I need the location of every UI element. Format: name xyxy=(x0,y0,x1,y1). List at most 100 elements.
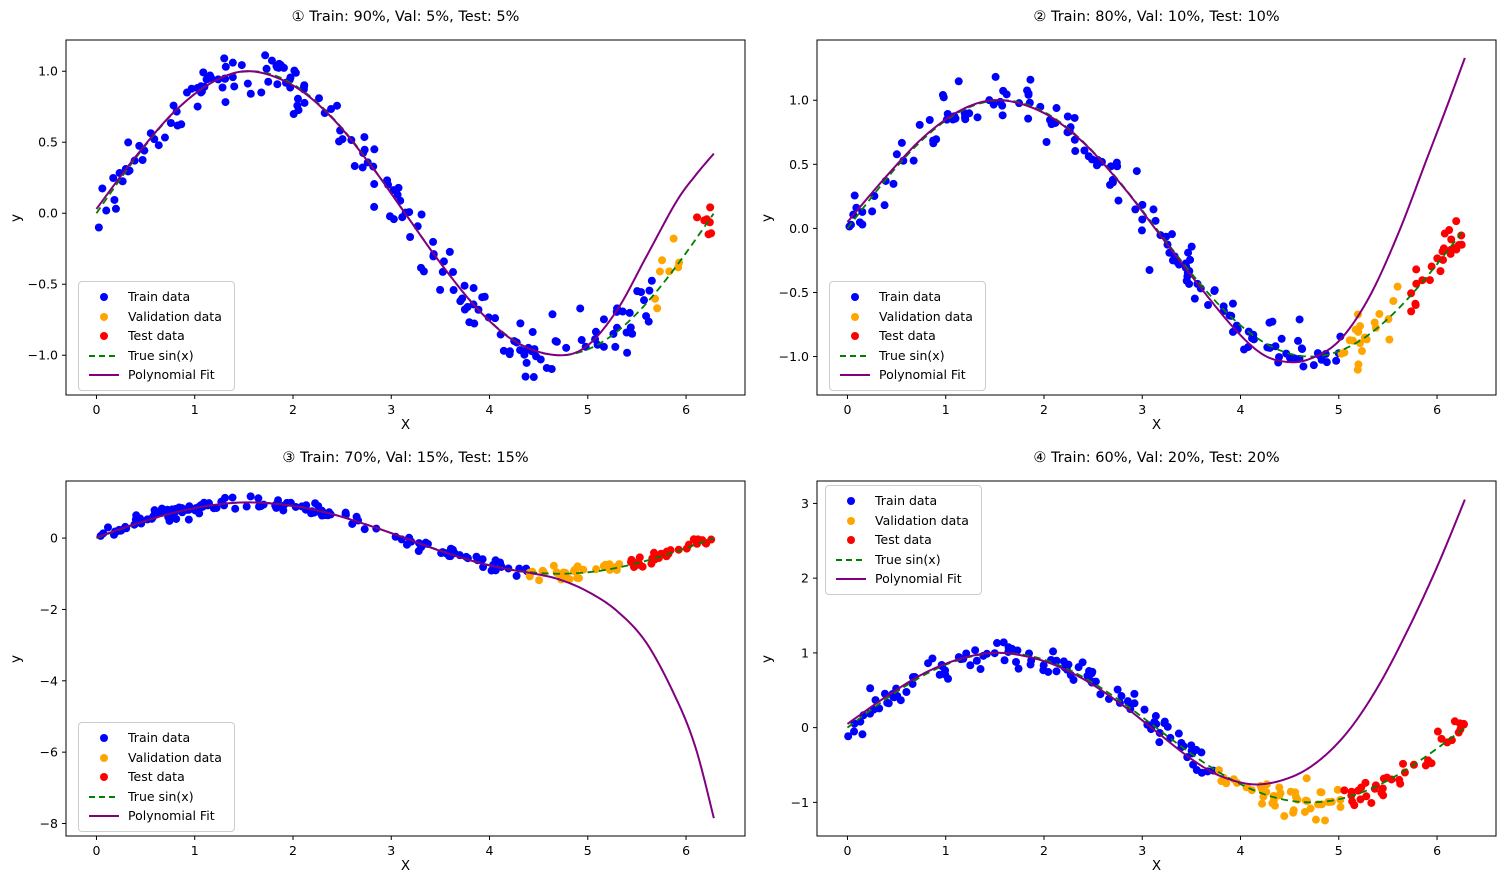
legend-item-true-sin: True sin(x) xyxy=(89,789,222,804)
test-data-marker-icon xyxy=(89,772,119,782)
svg-text:1: 1 xyxy=(191,843,199,858)
svg-text:1: 1 xyxy=(191,402,199,417)
legend-label: Train data xyxy=(128,730,191,745)
legend-label: True sin(x) xyxy=(875,551,941,567)
svg-text:2: 2 xyxy=(1040,843,1048,858)
svg-text:0: 0 xyxy=(843,843,851,858)
svg-text:6: 6 xyxy=(682,843,690,858)
legend-label: Polynomial Fit xyxy=(875,571,962,586)
svg-text:6: 6 xyxy=(682,402,690,417)
svg-text:0: 0 xyxy=(92,843,100,858)
svg-text:1.0: 1.0 xyxy=(789,93,809,108)
svg-text:4: 4 xyxy=(486,843,494,858)
svg-text:1.0: 1.0 xyxy=(38,64,58,79)
subplot-2-title: ② Train: 80%, Val: 10%, Test: 10% xyxy=(1033,9,1280,25)
svg-text:−1.0: −1.0 xyxy=(779,349,809,364)
true-sin-dashed-line-icon xyxy=(840,351,870,361)
svg-text:0.5: 0.5 xyxy=(38,135,58,150)
train-data-marker-icon xyxy=(836,496,866,506)
subplot-3-legend: Train data Validation data Test data Tru… xyxy=(78,722,235,832)
legend-label: Train data xyxy=(875,493,938,508)
svg-text:−1.0: −1.0 xyxy=(28,348,58,363)
svg-text:−6: −6 xyxy=(40,745,58,760)
legend-label: Validation data xyxy=(128,308,222,324)
validation-data-marker-icon xyxy=(836,516,866,526)
svg-text:0.0: 0.0 xyxy=(38,206,58,221)
svg-text:4: 4 xyxy=(1237,843,1245,858)
test-data-marker-icon xyxy=(836,535,866,545)
test-data-marker-icon xyxy=(89,331,119,341)
svg-text:0: 0 xyxy=(801,720,809,735)
legend-item-polynomial-fit: Polynomial Fit xyxy=(89,368,222,382)
svg-text:0.0: 0.0 xyxy=(789,221,809,236)
subplot-2-legend: Train data Validation data Test data Tru… xyxy=(829,281,986,391)
subplot-3-plot-area: 0 1 2 3 4 5 6 0 −2 −4 −6 −8 xyxy=(40,480,746,858)
polynomial-fit-line-icon xyxy=(89,370,119,380)
svg-text:2: 2 xyxy=(289,402,297,417)
legend-item-train: Train data xyxy=(836,494,969,508)
legend-item-true-sin: True sin(x) xyxy=(89,348,222,363)
legend-item-test: Test data xyxy=(836,533,969,547)
subplot-1-x-axis-label: X xyxy=(400,417,411,433)
legend-label: Validation data xyxy=(128,749,222,765)
legend-item-validation: Validation data xyxy=(840,309,973,324)
svg-text:5: 5 xyxy=(1335,402,1343,417)
legend-label: Test data xyxy=(879,328,936,343)
subplot-3-x-axis-label: X xyxy=(400,858,411,874)
svg-text:3: 3 xyxy=(387,402,395,417)
train-data-marker-icon xyxy=(89,733,119,743)
svg-text:1: 1 xyxy=(801,645,809,660)
legend-label: Train data xyxy=(879,289,942,304)
legend-label: Train data xyxy=(128,289,191,304)
legend-label: Test data xyxy=(128,769,185,784)
svg-text:−0.5: −0.5 xyxy=(28,277,58,292)
svg-text:−4: −4 xyxy=(40,673,58,688)
legend-item-test: Test data xyxy=(89,329,222,343)
legend-item-polynomial-fit: Polynomial Fit xyxy=(89,809,222,823)
svg-text:3: 3 xyxy=(1138,402,1146,417)
polynomial-fit-line-icon xyxy=(89,811,119,821)
validation-data-marker-icon xyxy=(840,312,870,322)
subplot-3-title: ③ Train: 70%, Val: 15%, Test: 15% xyxy=(282,450,529,466)
svg-text:0: 0 xyxy=(50,531,58,546)
svg-text:6: 6 xyxy=(1433,843,1441,858)
true-sin-dashed-line-icon xyxy=(89,351,119,361)
svg-text:3: 3 xyxy=(387,843,395,858)
svg-text:5: 5 xyxy=(584,402,592,417)
legend-item-validation: Validation data xyxy=(836,512,969,528)
legend-label: Polynomial Fit xyxy=(128,808,215,823)
train-data-marker-icon xyxy=(89,292,119,302)
legend-item-true-sin: True sin(x) xyxy=(840,347,973,363)
legend-label: True sin(x) xyxy=(879,347,945,363)
legend-item-validation: Validation data xyxy=(89,308,222,324)
legend-item-train: Train data xyxy=(840,290,973,304)
train-data-marker-icon xyxy=(840,292,870,302)
subplot-4-legend: Train data Validation data Test data Tru… xyxy=(825,485,982,595)
svg-text:3: 3 xyxy=(801,496,809,511)
svg-text:0: 0 xyxy=(92,402,100,417)
svg-text:4: 4 xyxy=(486,402,494,417)
svg-text:−0.5: −0.5 xyxy=(779,285,809,300)
svg-text:2: 2 xyxy=(289,843,297,858)
validation-data-marker-icon xyxy=(89,753,119,763)
legend-item-test: Test data xyxy=(89,770,222,784)
svg-text:2: 2 xyxy=(801,571,809,586)
subplot-4-title: ④ Train: 60%, Val: 20%, Test: 20% xyxy=(1033,450,1280,466)
svg-text:1: 1 xyxy=(942,843,950,858)
legend-label: Test data xyxy=(875,532,932,547)
svg-text:−8: −8 xyxy=(40,816,58,831)
validation-data-marker-icon xyxy=(89,312,119,322)
legend-item-train: Train data xyxy=(89,290,222,304)
svg-text:1: 1 xyxy=(942,402,950,417)
legend-label: Validation data xyxy=(875,512,969,528)
legend-item-polynomial-fit: Polynomial Fit xyxy=(836,572,969,586)
subplot-2-plot-area: 0 1 2 3 4 5 6 1.0 0.5 0.0 −0.5 −1.0 xyxy=(779,39,1497,417)
subplot-1-legend: Train data Validation data Test data Tru… xyxy=(78,281,235,391)
subplot-4-x-axis-label: X xyxy=(1151,858,1162,874)
subplot-4-plot-area: 0 1 2 3 4 5 6 3 2 1 0 −1 xyxy=(791,480,1497,858)
